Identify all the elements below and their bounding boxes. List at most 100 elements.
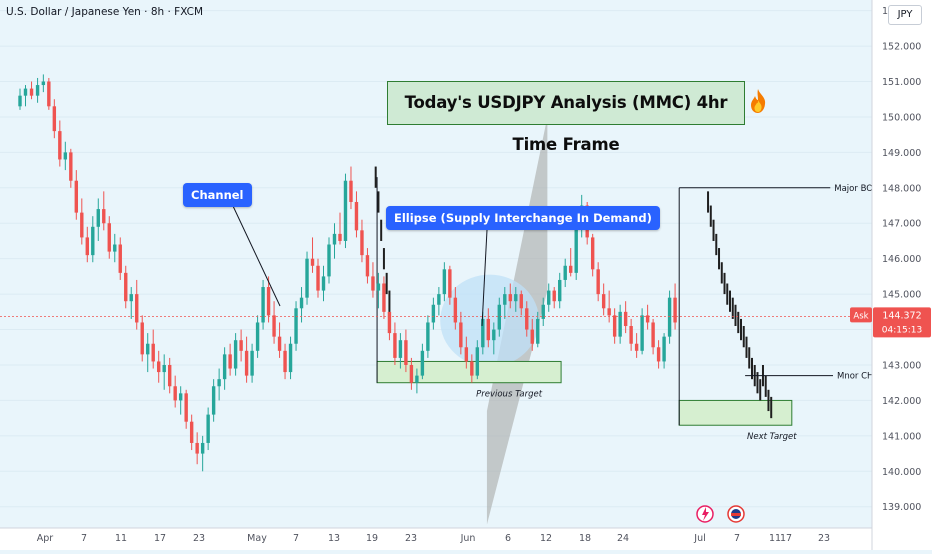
- bearish-candle: [173, 375, 177, 408]
- candle-body: [233, 340, 238, 369]
- bearish-candle: [651, 318, 655, 355]
- bullish-candle: [327, 237, 331, 284]
- candle-body: [124, 272, 128, 302]
- currency-unit-label[interactable]: JPY: [888, 5, 922, 25]
- candle-body: [590, 237, 595, 270]
- candle-body: [52, 106, 57, 132]
- time-tick-label: 23: [193, 533, 205, 544]
- bearish-candle: [486, 308, 491, 348]
- time-tick-label: 17: [780, 533, 792, 544]
- candle-body: [244, 350, 249, 376]
- bearish-candle: [596, 262, 600, 302]
- bullish-candle: [288, 336, 293, 380]
- candle-body: [58, 131, 62, 160]
- bullish-candle: [667, 290, 672, 344]
- candle-body: [85, 237, 89, 256]
- candle-body: [623, 311, 628, 327]
- bullish-candle: [113, 233, 117, 263]
- bearish-candle: [371, 262, 375, 298]
- time-tick-label: 11: [115, 533, 127, 544]
- bearish-candle: [228, 343, 232, 376]
- ellipse-callout: Ellipse (Supply Interchange In Demand): [386, 206, 660, 230]
- price-tick-label: 142.000: [882, 396, 921, 407]
- candle-body: [514, 294, 518, 302]
- candle-body: [184, 393, 188, 422]
- bullish-candle: [618, 304, 622, 344]
- candle-body: [486, 318, 491, 341]
- bearish-candle: [629, 318, 633, 351]
- candle-body: [283, 350, 287, 373]
- bearish-candle: [80, 198, 84, 245]
- candle-body: [63, 152, 68, 160]
- bearish-candle: [266, 276, 271, 323]
- bullish-candle: [497, 297, 501, 337]
- candle-body: [338, 233, 342, 241]
- bullish-candle: [514, 287, 518, 312]
- bullish-candle: [503, 287, 507, 319]
- price-tag-countdown: 04:15:13: [882, 325, 922, 335]
- bearish-candle: [195, 432, 199, 465]
- candle-body: [497, 304, 501, 330]
- bearish-candle: [277, 322, 282, 358]
- candle-body: [272, 315, 276, 337]
- candle-body: [118, 244, 122, 273]
- bearish-candle: [140, 315, 144, 362]
- candle-body: [228, 354, 232, 369]
- candle-body: [151, 343, 155, 362]
- bearish-candle: [634, 333, 639, 358]
- bearish-candle: [52, 99, 57, 139]
- candle-body: [404, 340, 408, 365]
- candle-body: [607, 308, 611, 316]
- bearish-candle: [590, 233, 595, 277]
- candle-body: [448, 269, 452, 298]
- bearish-candle: [124, 265, 128, 309]
- candle-body: [618, 311, 622, 337]
- bearish-candle: [310, 237, 315, 273]
- time-tick-label: Apr: [37, 533, 54, 544]
- bearish-candle: [519, 290, 523, 316]
- time-tick-label: 12: [540, 533, 552, 544]
- candle-body: [74, 180, 79, 213]
- candle-body: [481, 318, 485, 348]
- candle-body: [305, 258, 309, 298]
- candle-body: [640, 315, 644, 351]
- candle-body: [558, 279, 562, 302]
- bullish-candle: [536, 311, 540, 348]
- bearish-candle: [272, 301, 276, 344]
- bullish-candle: [563, 258, 567, 288]
- candle-body: [343, 180, 348, 241]
- bullish-candle: [18, 88, 22, 110]
- time-tick-label: 19: [366, 533, 378, 544]
- candle-body: [310, 258, 315, 266]
- candle-body: [250, 350, 254, 376]
- bullish-candle: [294, 301, 298, 351]
- price-tick-label: 146.000: [882, 254, 921, 265]
- bearish-candle: [448, 265, 452, 305]
- candle-body: [420, 350, 425, 376]
- candle-body: [222, 354, 227, 380]
- bearish-candle: [184, 389, 188, 429]
- bearish-candle: [404, 329, 408, 373]
- time-tick-label: 13: [328, 533, 340, 544]
- candle-body: [167, 364, 172, 387]
- candle-body: [18, 95, 22, 107]
- candle-body: [656, 347, 661, 362]
- major-bos-label: Major BOS: [834, 184, 878, 194]
- time-tick-label: 23: [405, 533, 417, 544]
- time-tick-label: 7: [81, 533, 87, 544]
- candle-body: [349, 180, 353, 202]
- bearish-candle: [47, 77, 51, 110]
- ask-label: Ask: [853, 311, 868, 321]
- bearish-candle: [189, 414, 194, 451]
- bearish-candle: [349, 166, 353, 210]
- bullish-candle: [492, 322, 496, 355]
- bearish-candle: [382, 276, 386, 319]
- time-tick-label: 7: [734, 533, 740, 544]
- bearish-candle: [167, 357, 172, 394]
- bullish-candle: [23, 85, 28, 107]
- time-tick-label: May: [247, 533, 267, 544]
- bearish-candle: [69, 148, 73, 188]
- candle-body: [135, 294, 139, 323]
